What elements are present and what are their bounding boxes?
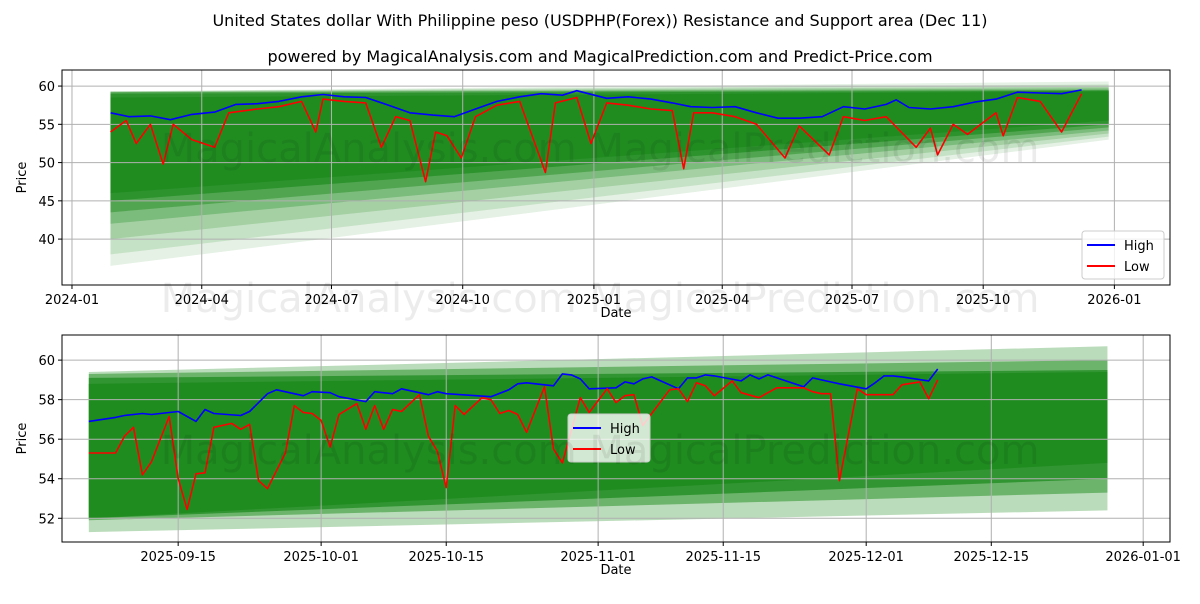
y-axis-label: Price xyxy=(15,162,30,194)
plot-frame xyxy=(61,69,1171,286)
x-tick-label: 2026-01-01 xyxy=(1105,550,1181,565)
y-tick-label: 56 xyxy=(38,433,55,448)
x-tick-label: 2025-10-01 xyxy=(283,550,359,565)
legend-label-low: Low xyxy=(1124,260,1150,275)
x-tick-label: 2025-10 xyxy=(956,293,1010,308)
y-tick-label: 60 xyxy=(38,354,55,369)
x-tick-label: 2025-01 xyxy=(567,293,621,308)
x-tick-label: 2025-11-01 xyxy=(560,550,636,565)
chart-title: United States dollar With Philippine pes… xyxy=(212,11,987,30)
watermark-top: MagicalAnalysis.com MagicalPrediction.co… xyxy=(161,126,1040,172)
y-tick-label: 52 xyxy=(38,512,55,527)
y-tick-label: 45 xyxy=(38,195,55,210)
x-tick-label: 2025-11-15 xyxy=(685,550,761,565)
y-axis-label: Price xyxy=(15,423,30,455)
x-axis-label: Date xyxy=(600,563,631,578)
y-tick-label: 60 xyxy=(38,80,55,95)
plot-frame xyxy=(61,334,1171,543)
legend: High Low xyxy=(1081,230,1165,280)
series-line-low xyxy=(110,93,1083,183)
watermark-middle: MagicalAnalysis.com MagicalPrediction.co… xyxy=(161,276,1040,322)
x-tick-label: 2026-01 xyxy=(1087,293,1141,308)
x-tick-label: 2024-01 xyxy=(45,293,99,308)
chart-subtitle: powered by MagicalAnalysis.com and Magic… xyxy=(267,47,932,66)
x-tick-label: 2025-12-01 xyxy=(828,550,904,565)
legend: High Low xyxy=(567,413,651,463)
support-resistance-band xyxy=(110,91,1109,194)
x-tick-label: 2025-07 xyxy=(825,293,879,308)
y-tick-label: 50 xyxy=(38,157,55,172)
x-tick-label: 2024-10 xyxy=(436,293,490,308)
x-tick-label: 2025-04 xyxy=(695,293,749,308)
watermark-bottom: MagicalAnalysis.com MagicalPrediction.co… xyxy=(161,428,1040,474)
x-tick-label: 2024-04 xyxy=(175,293,229,308)
x-tick-label: 2025-09-15 xyxy=(140,550,216,565)
top-chart: 2024-01 2024-04 2024-07 2024-10 2025-01 2025-… xyxy=(15,69,1171,321)
legend-label-high: High xyxy=(610,422,640,437)
bottom-chart: 2025-09-15 2025-10-01 2025-10-15 2025-11-01… xyxy=(15,334,1181,578)
series-line-high xyxy=(88,368,939,423)
x-tick-label: 2024-07 xyxy=(304,293,358,308)
x-axis-label: Date xyxy=(600,306,631,321)
legend-label-high: High xyxy=(1124,239,1154,254)
legend-label-low: Low xyxy=(610,443,636,458)
x-tick-label: 2025-12-15 xyxy=(954,550,1030,565)
series-line-high xyxy=(110,89,1082,121)
y-tick-label: 55 xyxy=(38,118,55,133)
y-tick-label: 54 xyxy=(38,473,55,488)
series-line-low xyxy=(88,379,939,511)
y-tick-label: 40 xyxy=(38,233,55,248)
y-tick-label: 58 xyxy=(38,394,55,409)
x-tick-label: 2025-10-15 xyxy=(408,550,484,565)
